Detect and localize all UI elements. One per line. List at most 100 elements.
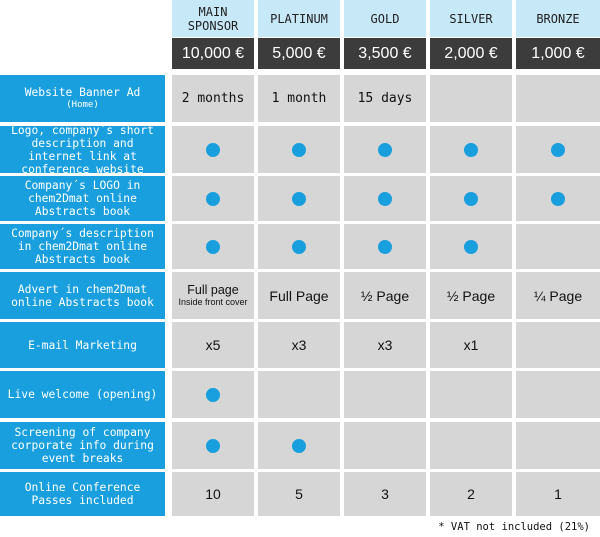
tier-header-bronze: BRONZE	[516, 0, 600, 37]
price-value: 1,000 €	[531, 44, 585, 62]
value-cell	[172, 176, 254, 221]
tier-label: PLATINUM	[270, 11, 328, 26]
row-label-text: Logo, company´s short description and in…	[11, 123, 154, 176]
included-dot-icon	[206, 239, 220, 254]
value-cell: ½ Page	[430, 272, 512, 319]
price-bronze: 1,000 €	[516, 38, 600, 69]
row-label-text: Live welcome (opening)	[7, 388, 158, 401]
included-dot-icon	[378, 142, 392, 157]
value-cell: x3	[344, 322, 426, 368]
value-cell	[344, 176, 426, 221]
value-cell: 5	[258, 472, 340, 516]
value-text: ½ Page	[446, 287, 496, 304]
value-cell: 1	[516, 472, 600, 516]
value-text: 1 month	[271, 91, 327, 106]
row-label-text: Company´s LOGO in chem2Dmat online Abstr…	[24, 179, 141, 218]
value-cell	[430, 75, 512, 122]
value-cell	[172, 224, 254, 269]
value-cell: 15 days	[344, 75, 426, 122]
value-cell: Full Page	[258, 272, 340, 319]
row-label-conference-passes: Online Conference Passes included	[0, 472, 165, 516]
value-cell	[258, 422, 340, 469]
value-cell	[344, 422, 426, 469]
value-cell	[516, 371, 600, 418]
price-silver: 2,000 €	[430, 38, 512, 69]
value-cell	[172, 371, 254, 418]
value-cell	[258, 224, 340, 269]
vat-footnote: * VAT not included (21%)	[438, 521, 590, 533]
value-cell	[172, 126, 254, 173]
row-label-screening: Screening of company corporate info duri…	[0, 422, 165, 469]
row-label-website-banner: Website Banner Ad (Home)	[0, 75, 165, 122]
value-text: x3	[291, 337, 307, 353]
included-dot-icon	[206, 438, 220, 453]
value-cell: 2	[430, 472, 512, 516]
row-label-text: Company´s description in chem2Dmat onlin…	[11, 227, 154, 266]
value-cell	[258, 176, 340, 221]
value-cell	[516, 322, 600, 368]
value-text: ¼ Page	[533, 287, 583, 304]
tier-header-main-sponsor: MAIN SPONSOR	[172, 0, 254, 37]
value-cell	[516, 422, 600, 469]
row-label-text: Online Conference Passes included	[24, 481, 141, 507]
row-label-text: Advert in chem2Dmat online Abstracts boo…	[11, 282, 154, 309]
value-cell	[430, 176, 512, 221]
value-note: Inside front cover	[178, 297, 248, 307]
value-cell: 2 months	[172, 75, 254, 122]
value-cell	[516, 224, 600, 269]
included-dot-icon	[464, 239, 478, 254]
value-text: 2	[467, 486, 475, 502]
value-cell	[430, 371, 512, 418]
value-text: x3	[377, 337, 393, 353]
row-label-sub: (Home)	[66, 100, 99, 110]
value-text: ½ Page	[360, 287, 410, 304]
row-label-logo-abstracts: Company´s LOGO in chem2Dmat online Abstr…	[0, 176, 165, 221]
tier-label: GOLD	[370, 11, 400, 26]
included-dot-icon	[206, 191, 220, 206]
included-dot-icon	[378, 239, 392, 254]
value-cell	[258, 126, 340, 173]
value-cell	[430, 126, 512, 173]
value-text: Full Page	[269, 287, 329, 304]
value-cell: ½ Page	[344, 272, 426, 319]
value-cell	[258, 371, 340, 418]
row-label-text: Screening of company corporate info duri…	[11, 426, 154, 465]
included-dot-icon	[378, 191, 392, 206]
tier-label: MAIN SPONSOR	[187, 4, 239, 33]
value-cell: x3	[258, 322, 340, 368]
included-dot-icon	[206, 142, 220, 157]
value-text: 10	[205, 486, 221, 502]
value-cell: x5	[172, 322, 254, 368]
price-value: 5,000 €	[272, 44, 326, 62]
price-platinum: 5,000 €	[258, 38, 340, 69]
included-dot-icon	[206, 387, 220, 402]
included-dot-icon	[464, 191, 478, 206]
value-cell: Full page Inside front cover	[172, 272, 254, 319]
value-text: x1	[463, 337, 479, 353]
value-cell	[344, 126, 426, 173]
row-label-text: E-mail Marketing	[28, 338, 137, 352]
tier-header-platinum: PLATINUM	[258, 0, 340, 37]
row-label-live-welcome: Live welcome (opening)	[0, 371, 165, 418]
value-cell	[516, 176, 600, 221]
tier-label: SILVER	[449, 11, 493, 26]
value-text: 3	[381, 486, 389, 502]
included-dot-icon	[292, 438, 306, 453]
value-cell: 1 month	[258, 75, 340, 122]
value-text: 1	[554, 486, 562, 502]
row-label-text: Website Banner Ad	[24, 86, 141, 99]
tier-header-gold: GOLD	[344, 0, 426, 37]
row-label-description-abstracts: Company´s description in chem2Dmat onlin…	[0, 224, 165, 269]
tier-label: BRONZE	[536, 11, 580, 26]
price-gold: 3,500 €	[344, 38, 426, 69]
value-text: 15 days	[357, 91, 413, 106]
price-value: 3,500 €	[358, 44, 412, 62]
included-dot-icon	[551, 142, 565, 157]
row-label-logo-description: Logo, company´s short description and in…	[0, 123, 165, 176]
value-cell: 3	[344, 472, 426, 516]
price-main-sponsor: 10,000 €	[172, 38, 254, 69]
value-cell	[430, 422, 512, 469]
value-text: x5	[205, 337, 221, 353]
value-cell: ¼ Page	[516, 272, 600, 319]
value-cell	[516, 75, 600, 122]
